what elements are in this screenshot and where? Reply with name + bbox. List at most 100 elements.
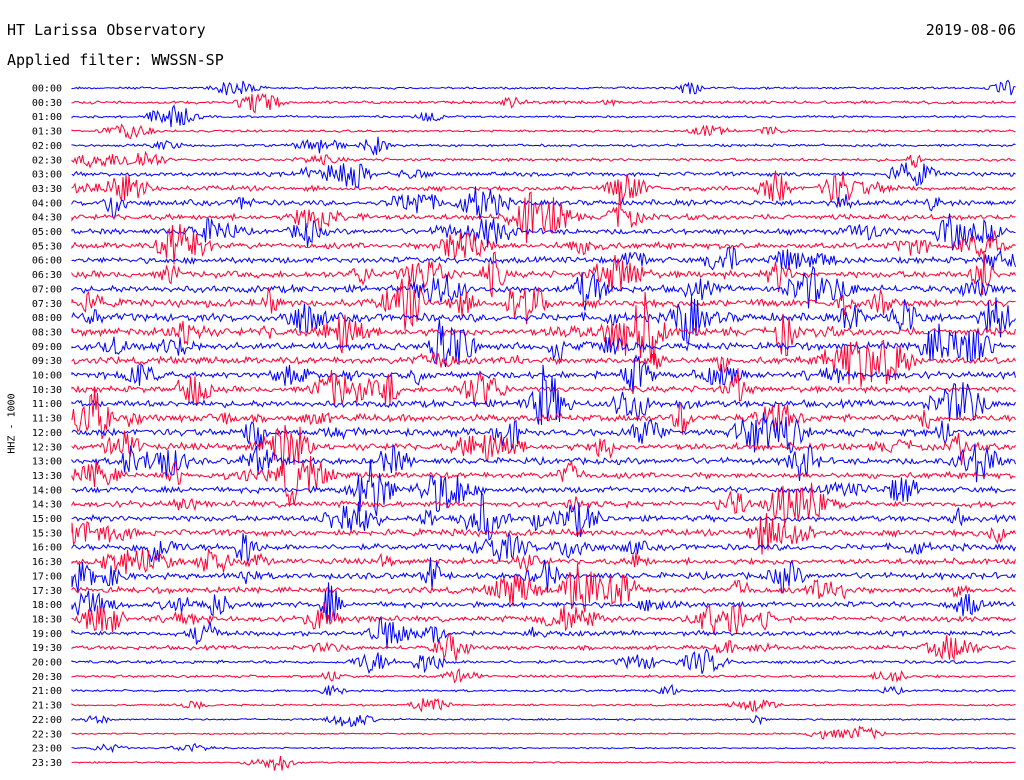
time-tick-label: 19:00	[32, 629, 62, 640]
seismic-traces	[71, 79, 1016, 771]
time-tick-label: 16:30	[32, 557, 62, 568]
trace-row	[71, 104, 1016, 128]
time-tick-label: 09:30	[32, 356, 62, 367]
time-tick-label: 13:30	[32, 471, 62, 482]
trace-row	[71, 150, 1016, 169]
trace-row	[71, 601, 1016, 635]
trace-row	[71, 170, 1016, 204]
trace-row	[71, 296, 1016, 344]
trace-row	[71, 123, 1016, 140]
time-tick-label: 17:00	[32, 571, 62, 582]
time-tick-label: 02:30	[32, 155, 62, 166]
time-tick-label: 08:00	[32, 313, 62, 324]
trace-row	[71, 319, 1016, 367]
time-tick-label: 01:30	[32, 127, 62, 138]
time-tick-label: 12:00	[32, 428, 62, 439]
time-tick-label: 07:30	[32, 299, 62, 310]
time-tick-label: 14:30	[32, 500, 62, 511]
trace-row	[71, 412, 1016, 454]
trace-row	[71, 389, 1016, 439]
trace-row	[71, 213, 1016, 251]
trace-row	[71, 368, 1016, 407]
time-tick-label: 04:00	[32, 198, 62, 209]
time-tick-label: 01:00	[32, 112, 62, 123]
trace-row	[71, 339, 1016, 387]
time-tick-label: 05:30	[32, 241, 62, 252]
trace-row	[71, 513, 1016, 555]
time-tick-label: 09:00	[32, 342, 62, 353]
trace-row	[71, 265, 1016, 311]
time-tick-label: 00:30	[32, 98, 62, 109]
time-tick-label: 23:00	[32, 744, 62, 755]
trace-row	[71, 443, 1016, 483]
trace-row	[71, 548, 1016, 575]
trace-row	[71, 246, 1016, 271]
trace-row	[71, 632, 1016, 661]
time-tick-label: 07:00	[32, 284, 62, 295]
trace-row	[71, 755, 1016, 771]
time-tick-label: 05:00	[32, 227, 62, 238]
time-tick-label: 15:30	[32, 528, 62, 539]
trace-row	[71, 223, 1016, 265]
time-tick-label: 12:30	[32, 442, 62, 453]
time-tick-label: 19:30	[32, 643, 62, 654]
time-tick-label: 10:00	[32, 371, 62, 382]
time-tick-label: 22:00	[32, 715, 62, 726]
trace-row	[71, 162, 1016, 189]
trace-row	[71, 648, 1016, 675]
time-tick-label: 22:30	[32, 729, 62, 740]
trace-row	[71, 186, 1016, 221]
time-tick-label: 08:30	[32, 327, 62, 338]
trace-row	[71, 275, 1016, 331]
time-tick-label: 00:00	[32, 84, 62, 95]
trace-row	[71, 251, 1016, 298]
date-label: 2019-08-06	[925, 21, 1016, 39]
time-tick-label: 10:30	[32, 385, 62, 396]
time-tick-label: 21:00	[32, 686, 62, 697]
trace-row	[71, 191, 1016, 243]
trace-row	[71, 582, 1016, 623]
time-tick-label: 18:30	[32, 614, 62, 625]
trace-row	[71, 92, 1016, 114]
time-tick-label: 06:00	[32, 256, 62, 267]
time-tick-label: 04:30	[32, 213, 62, 224]
trace-row	[71, 667, 1016, 684]
trace-row	[71, 714, 1016, 728]
time-tick-label: 03:00	[32, 170, 62, 181]
time-tick-label: 11:00	[32, 399, 62, 410]
trace-row	[71, 532, 1016, 564]
time-tick-label: 20:00	[32, 658, 62, 669]
time-tick-label: 18:00	[32, 600, 62, 611]
time-tick-label: 03:30	[32, 184, 62, 195]
time-tick-label: 23:30	[32, 758, 62, 769]
trace-row	[71, 557, 1016, 594]
trace-row	[71, 742, 1016, 754]
trace-row	[71, 424, 1016, 469]
trace-row	[71, 136, 1016, 156]
trace-row	[71, 563, 1016, 613]
trace-row	[71, 364, 1016, 426]
trace-row	[71, 615, 1016, 650]
trace-row	[71, 456, 1016, 507]
trace-row	[71, 291, 1016, 364]
time-tick-label: 11:30	[32, 414, 62, 425]
filter-subtitle: Applied filter: WWSSN-SP	[7, 51, 224, 69]
time-tick-label: 16:00	[32, 543, 62, 554]
time-tick-label: 17:30	[32, 586, 62, 597]
time-tick-label: 14:00	[32, 485, 62, 496]
time-tick-label: 20:30	[32, 672, 62, 683]
time-tick-labels: 00:00 00:30 01:00 01:30 02:00 02:30 03:00 03:30…	[32, 84, 62, 769]
time-tick-label: 21:30	[32, 701, 62, 712]
trace-row	[71, 482, 1016, 525]
time-tick-label: 13:00	[32, 457, 62, 468]
trace-row	[71, 491, 1016, 541]
trace-row	[71, 698, 1016, 714]
trace-row	[71, 725, 1016, 740]
time-tick-label: 02:00	[32, 141, 62, 152]
time-tick-label: 15:00	[32, 514, 62, 525]
trace-row	[71, 459, 1016, 517]
station-title: HT Larissa Observatory	[7, 21, 206, 39]
time-tick-label: 06:30	[32, 270, 62, 281]
trace-row	[71, 79, 1016, 96]
